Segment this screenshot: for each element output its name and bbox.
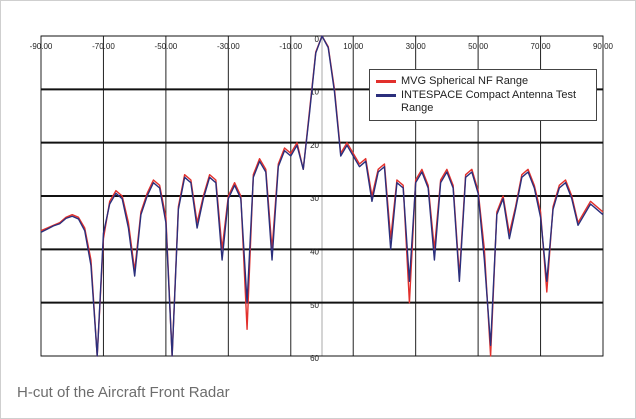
legend-label: INTESPACE Compact Antenna Test Range	[401, 89, 577, 114]
y-tick-label: 60	[310, 354, 319, 363]
x-tick-label: 10.00	[343, 42, 364, 51]
caption: H-cut of the Aircraft Front Radar	[17, 384, 230, 401]
y-tick-label: 40	[310, 247, 319, 256]
x-tick-label: -50.00	[155, 42, 178, 51]
legend-swatch	[376, 80, 396, 83]
y-tick-label: 10	[310, 87, 319, 96]
x-tick-label: -90.00	[30, 42, 53, 51]
x-tick-label: -30.00	[217, 42, 240, 51]
legend: MVG Spherical NF Range INTESPACE Compact …	[369, 69, 597, 121]
x-tick-label: 90.00	[593, 42, 614, 51]
x-tick-label: 30.00	[406, 42, 427, 51]
y-tick-label: 50	[310, 301, 319, 310]
legend-entry: INTESPACE Compact Antenna Test Range	[376, 89, 590, 115]
x-tick-label: 70.00	[531, 42, 552, 51]
x-tick-label: -10.00	[279, 42, 302, 51]
y-tick-label: 30	[310, 194, 319, 203]
y-tick-label: 20	[310, 141, 319, 150]
legend-entry: MVG Spherical NF Range	[376, 75, 590, 88]
series-line	[40, 35, 604, 357]
legend-swatch	[376, 94, 396, 97]
x-tick-label: 50.00	[468, 42, 489, 51]
y-tick-label: 0	[315, 35, 320, 44]
legend-label: MVG Spherical NF Range	[401, 75, 529, 87]
x-tick-label: -70.00	[92, 42, 115, 51]
